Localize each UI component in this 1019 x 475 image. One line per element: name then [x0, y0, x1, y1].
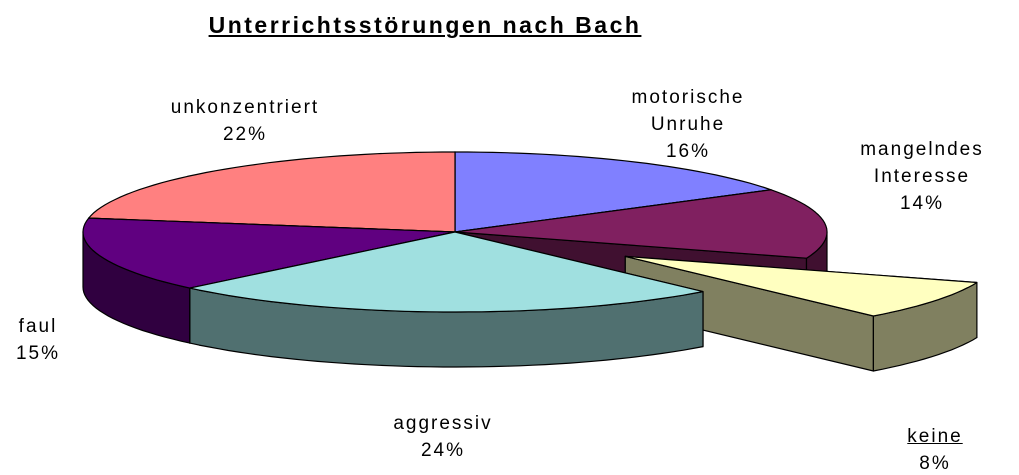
value-label: 15%: [15, 343, 61, 364]
slice-label: mangelndes Interesse 14%: [847, 136, 997, 217]
slice-label: aggressiv 24%: [358, 410, 528, 464]
category-label: aggressiv: [393, 413, 493, 434]
slice: [454, 151, 772, 233]
category-label: motorische Unruhe: [631, 87, 745, 135]
category-label: unkonzentriert: [170, 97, 320, 118]
slice: [189, 231, 704, 313]
value-label: 24%: [420, 440, 466, 461]
category-label: keine: [907, 426, 963, 447]
slice: [624, 255, 978, 317]
slice: [88, 151, 456, 233]
chart-title: Unterrichtsstörungen nach Bach: [208, 12, 642, 38]
category-label: faul: [18, 316, 58, 337]
slice: [454, 189, 828, 259]
slice-label: motorische Unruhe 16%: [613, 84, 763, 165]
category-label: mangelndes Interesse: [860, 139, 984, 187]
value-label: 22%: [222, 124, 268, 145]
slice-label: faul 15%: [0, 313, 123, 367]
value-label: 16%: [665, 141, 711, 162]
slice-label: unkonzentriert 22%: [160, 94, 330, 148]
value-label: 8%: [919, 453, 951, 474]
slice: [82, 217, 456, 289]
slice-label: keine 8%: [850, 423, 1019, 475]
value-label: 14%: [899, 193, 945, 214]
